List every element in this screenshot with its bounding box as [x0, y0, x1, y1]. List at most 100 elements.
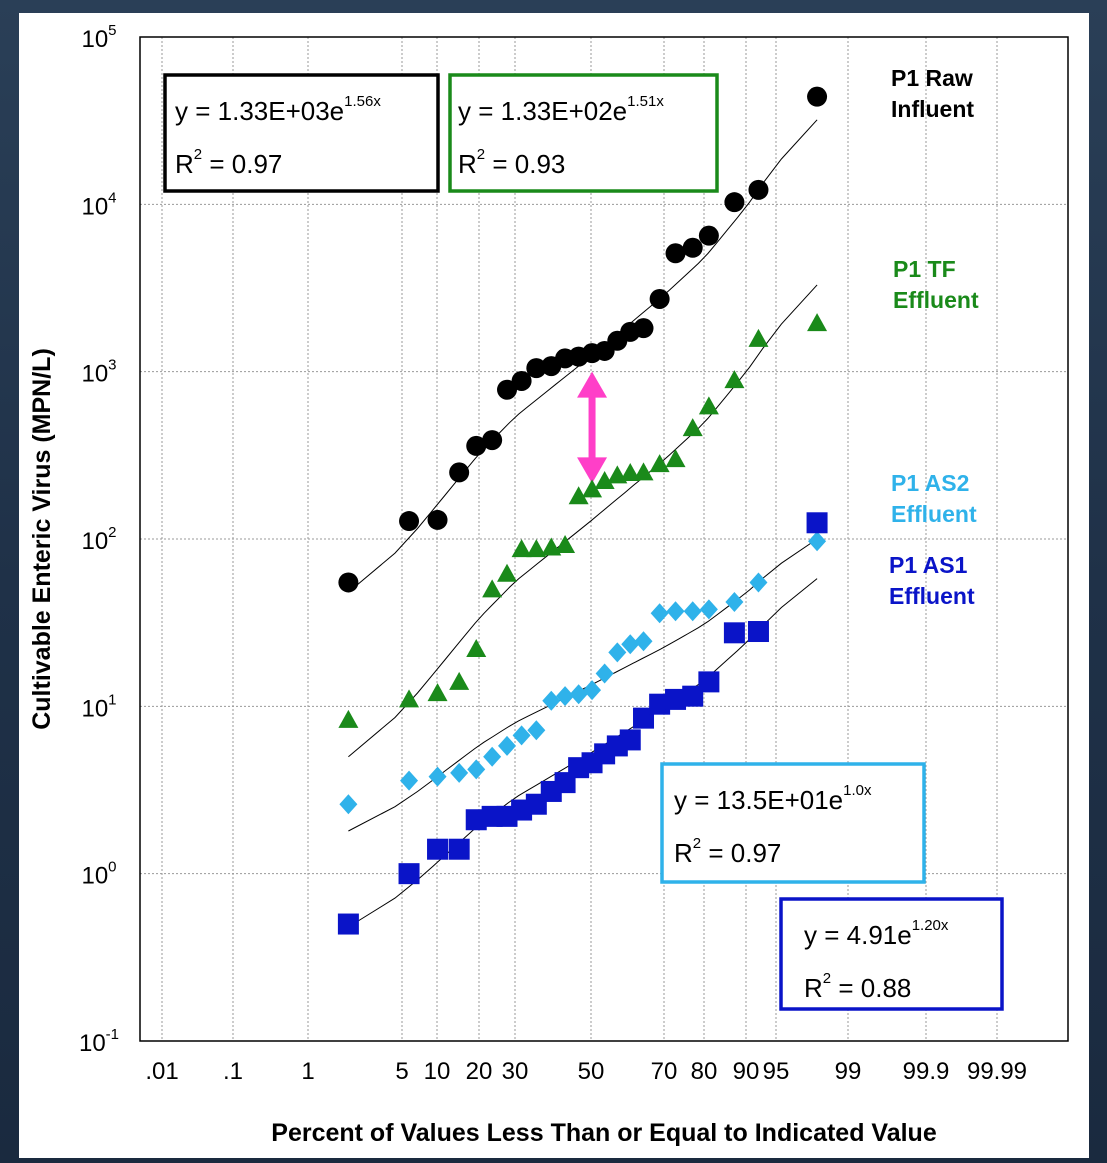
- data-point-triangle: [338, 709, 359, 728]
- data-point-diamond: [498, 735, 517, 756]
- data-point-circle: [807, 86, 828, 107]
- data-point-square: [619, 729, 641, 751]
- plot-frame: [139, 36, 1069, 1042]
- y-axis-title: Cultivable Enteric Virus (MPN/L): [28, 348, 56, 730]
- data-point-triangle: [649, 454, 670, 473]
- data-point-diamond: [512, 725, 531, 746]
- data-point-triangle: [482, 579, 503, 598]
- data-point-circle: [511, 370, 532, 391]
- r-squared-text: R2 = 0.97: [175, 146, 282, 179]
- data-point-diamond: [699, 599, 718, 620]
- r-squared-text: R2 = 0.93: [458, 146, 565, 179]
- series-label: Effluent: [889, 583, 975, 609]
- data-point-diamond: [634, 631, 653, 652]
- equation-box-border: [163, 73, 440, 193]
- data-point-triangle: [620, 462, 641, 481]
- data-point-circle: [427, 509, 448, 530]
- x-tick-label: 95: [763, 1058, 790, 1085]
- data-point-diamond: [467, 759, 486, 780]
- x-tick-label: 1: [301, 1058, 314, 1085]
- x-tick-label: 20: [466, 1058, 493, 1085]
- x-tick-label: 50: [578, 1058, 605, 1085]
- series-label: Influent: [891, 96, 974, 122]
- data-point-diamond: [483, 746, 502, 767]
- x-tick-label: 99.9: [903, 1058, 950, 1085]
- data-point-diamond: [749, 572, 768, 593]
- data-point-diamond: [339, 794, 358, 815]
- r-squared-text: R2 = 0.88: [804, 970, 911, 1003]
- data-point-triangle: [748, 328, 769, 347]
- series-label: Effluent: [891, 501, 977, 527]
- x-tick-label: 90: [733, 1058, 760, 1085]
- data-point-triangle: [582, 479, 603, 498]
- y-tick-label: 104: [81, 189, 116, 220]
- data-point-circle: [526, 358, 547, 379]
- data-point-circle: [665, 243, 686, 264]
- data-point-diamond: [666, 601, 685, 622]
- data-point-square: [337, 913, 359, 935]
- data-point-triangle: [665, 449, 686, 468]
- x-tick-label: 5: [395, 1058, 408, 1085]
- data-point-square: [682, 685, 704, 707]
- data-point-square: [465, 809, 487, 831]
- data-point-circle: [497, 379, 518, 400]
- data-point-square: [806, 512, 828, 534]
- difference-arrow: [577, 371, 608, 484]
- trend-line: [348, 284, 818, 758]
- y-axis-ticks: 10-1 100 101 102 103 104 105: [79, 22, 119, 1057]
- series-label: Effluent: [893, 287, 979, 313]
- data-point-diamond: [595, 663, 614, 684]
- data-point-triangle: [724, 370, 745, 389]
- data-point-square: [665, 688, 687, 710]
- data-point-circle: [449, 462, 470, 483]
- series-label: P1 AS1: [889, 552, 968, 578]
- data-point-diamond: [542, 690, 561, 711]
- y-tick-label: 101: [81, 691, 116, 722]
- data-point-square: [747, 621, 769, 643]
- data-point-circle: [698, 225, 719, 246]
- data-point-circle: [482, 430, 503, 451]
- y-tick-label: 100: [81, 859, 116, 890]
- data-point-square: [649, 693, 671, 715]
- arrow-head-down: [577, 457, 608, 484]
- data-point-triangle: [633, 462, 654, 481]
- data-point-square: [723, 622, 745, 644]
- equation-box: y = 13.5E+01e1.0x R2 = 0.97: [660, 762, 926, 884]
- data-point-circle: [466, 435, 487, 456]
- data-point-triangle: [497, 563, 518, 582]
- x-tick-label: 10: [424, 1058, 451, 1085]
- probability-plot: 10-1 100 101 102 103 104 105 .01 .1 1 5 10 20 30 50 70…: [28, 22, 1069, 1147]
- data-point-circle: [724, 192, 745, 213]
- x-axis-ticks: .01 .1 1 5 10 20 30 50 70 80 90 95 99 99.9 99.99: [145, 1058, 1027, 1085]
- data-point-triangle: [449, 671, 470, 690]
- x-tick-label: .01: [145, 1058, 178, 1085]
- data-point-triangle: [682, 418, 703, 437]
- data-point-triangle: [555, 535, 576, 554]
- data-point-diamond: [556, 686, 575, 707]
- equation-box-border: [779, 897, 1004, 1011]
- data-points: [337, 86, 828, 935]
- data-point-square: [698, 671, 720, 693]
- x-tick-label: 99: [835, 1058, 862, 1085]
- data-point-circle: [633, 318, 654, 339]
- data-point-circle: [649, 288, 670, 309]
- y-tick-label: 105: [81, 22, 116, 53]
- data-point-triangle: [698, 396, 719, 415]
- data-point-diamond: [569, 684, 588, 705]
- x-tick-label: 99.99: [967, 1058, 1027, 1085]
- data-point-diamond: [650, 603, 669, 624]
- chart-panel: 10-1 100 101 102 103 104 105 .01 .1 1 5 10 20 30 50 70…: [19, 13, 1089, 1158]
- y-tick-label: 10-1: [79, 1026, 119, 1057]
- data-point-diamond: [527, 720, 546, 741]
- equation-text: y = 1.33E+02e1.51x: [458, 93, 664, 126]
- equation-box: y = 1.33E+02e1.51x R2 = 0.93: [448, 73, 719, 193]
- data-point-diamond: [683, 601, 702, 622]
- equation-box-border: [448, 73, 719, 193]
- data-point-diamond: [621, 634, 640, 655]
- data-point-triangle: [568, 486, 589, 505]
- series-labels: P1 Raw Influent P1 TF Effluent P1 AS2 Effluen…: [889, 65, 979, 609]
- data-point-square: [398, 863, 420, 885]
- data-point-diamond: [428, 766, 447, 787]
